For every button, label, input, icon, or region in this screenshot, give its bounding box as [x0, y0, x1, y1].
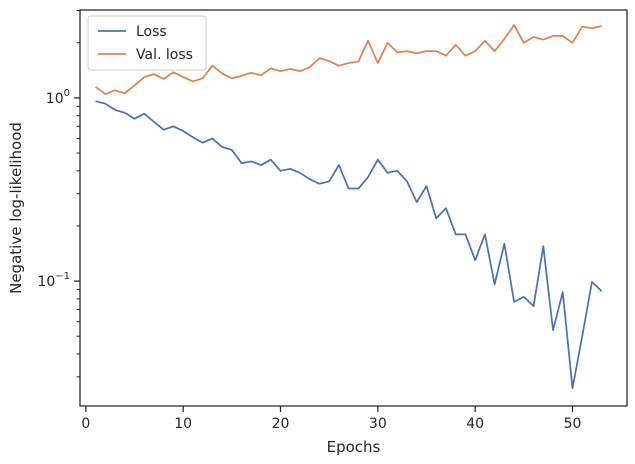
y-tick-exponent: 0	[64, 88, 70, 99]
legend-label: Val. loss	[136, 47, 193, 63]
x-tick-label: 40	[466, 416, 484, 432]
x-axis-label: Epochs	[327, 438, 381, 456]
y-tick-base: 10	[37, 274, 55, 290]
x-tick-label: 10	[174, 416, 192, 432]
y-tick-label: 10−1	[37, 271, 70, 290]
x-tick-label: 20	[272, 416, 290, 432]
y-tick-label: 100	[46, 88, 70, 107]
y-tick-base: 10	[46, 91, 64, 107]
x-tick-label: 30	[369, 416, 387, 432]
legend: Loss Val. loss	[87, 15, 207, 71]
legend-label: Loss	[136, 24, 167, 40]
plot-frame	[79, 9, 628, 407]
legend-box	[87, 15, 207, 71]
x-tick-label: 50	[564, 416, 582, 432]
x-axis: 0 10 20 30 40 50	[81, 406, 581, 432]
y-axis-label: Negative log-likelihood	[7, 122, 25, 294]
series-group	[95, 24, 603, 390]
x-tick-label: 0	[81, 416, 90, 432]
y-tick-exponent: −1	[55, 271, 70, 282]
series-line-val-loss	[95, 24, 602, 95]
series-line-loss	[95, 100, 603, 390]
